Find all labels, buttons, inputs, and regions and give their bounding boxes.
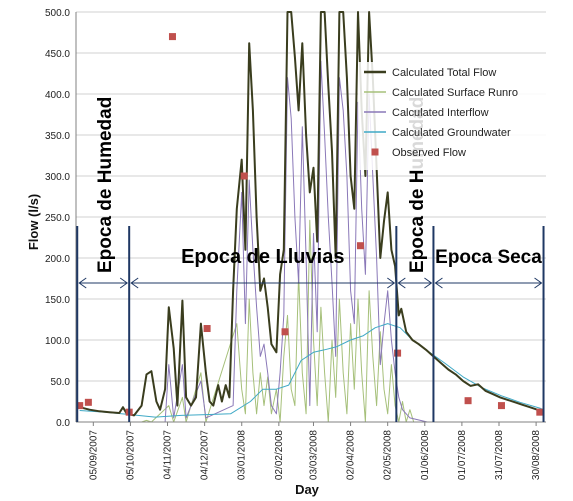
season-arrowhead [119,277,129,289]
season-label: Epoca Seca [435,247,542,268]
y-tick-label: 450.0 [45,49,70,60]
season-label: Epoca de Lluvias [181,246,344,268]
season-arrowhead [397,277,406,289]
y-tick-label: 100.0 [45,336,70,347]
y-tick-label: 150.0 [45,295,70,306]
legend-entry: Calculated Total Flow [392,67,496,79]
legend-box [358,62,546,170]
legend-entry: Calculated Surface Runro [392,87,518,99]
y-tick-label: 400.0 [45,90,70,101]
series-line-calculated-groundwater [79,323,544,418]
x-tick-label: 03/01/2008 [237,430,248,480]
y-tick-label: 500.0 [45,8,70,19]
x-tick-label: 30/08/2008 [531,430,542,480]
legend-entry: Observed Flow [392,147,466,159]
legend-entry: Calculated Interflow [392,107,489,119]
axes: 0.0 50.0 100.0 150.0 200.0 250.0 300.0 350.0 400… [45,8,546,480]
y-tick-label: 300.0 [45,172,70,183]
observed-point [464,397,472,405]
y-tick-label: 50.0 [51,377,71,388]
y-tick-label: 0.0 [56,418,70,429]
observed-point [203,325,211,333]
season-arrowhead [434,277,443,289]
observed-point [536,408,544,416]
season-arrowhead [534,277,543,289]
season-arrowhead [387,277,396,289]
x-tick-label: 04/11/2007 [163,430,174,480]
observed-point [281,328,289,336]
observed-point [394,349,402,357]
y-axis-title: Flow (l/s) [26,194,41,250]
x-tick-label: 04/12/2007 [200,430,211,480]
legend-entry: Calculated Groundwater [392,127,511,139]
observed-point [76,402,84,410]
observed-point [356,242,364,250]
y-tick-label: 250.0 [45,213,70,224]
observed-point [240,172,248,180]
x-tick-label: 05/10/2007 [125,430,136,480]
legend: Calculated Total Flow Calculated Surface … [358,62,546,170]
x-tick-label: 31/07/2008 [494,430,505,480]
y-tick-label: 350.0 [45,131,70,142]
x-tick-label: 02/05/2008 [383,430,394,480]
x-tick-label: 03/03/2008 [308,430,319,480]
season-arrowhead [130,277,139,289]
season-arrowhead [78,277,87,289]
observed-point [84,398,92,406]
x-tick-label: 01/07/2008 [457,430,468,480]
x-tick-label: 05/09/2007 [88,430,99,480]
x-tick-label: 01/06/2008 [420,430,431,480]
series-layer [76,11,544,423]
series-line-calculated-total-flow [79,11,544,417]
season-label: Epoca de Humedad [95,97,116,273]
x-tick-label: 02/02/2008 [274,430,285,480]
observed-point [168,33,176,41]
observed-point [497,402,505,410]
x-axis-title: Day [295,482,320,497]
y-tick-label: 200.0 [45,254,70,265]
x-tick-label: 02/04/2008 [346,430,357,480]
series-line-calculated-interflow [79,60,544,423]
season-arrowhead [424,277,433,289]
legend-swatch [371,148,379,156]
